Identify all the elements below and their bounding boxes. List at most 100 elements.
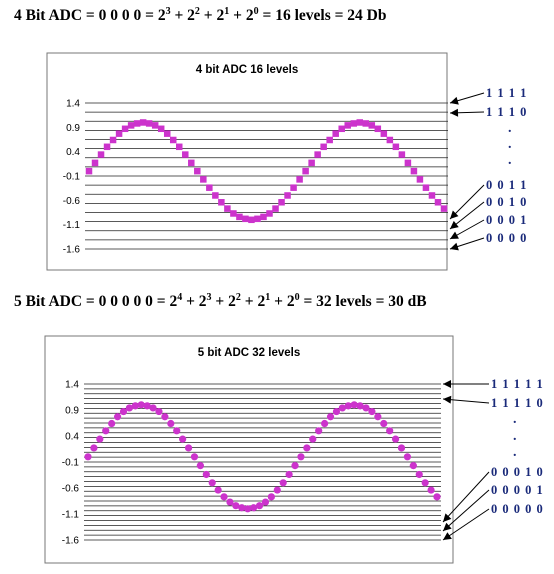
ellipsis-dot: . <box>513 412 517 427</box>
chart-2: 5 bit ADC 32 levels 1.4 0.9 0.4 -0.1 -0.6 -1.1… <box>44 335 544 564</box>
data-point <box>194 167 201 175</box>
heading-4bit-exponent: 3 <box>165 6 171 17</box>
data-point <box>433 493 441 501</box>
data-point <box>332 130 339 137</box>
heading-5bit-exponent: 0 <box>294 292 300 303</box>
data-point <box>242 215 249 223</box>
arrow-line <box>442 489 490 532</box>
data-point <box>391 435 400 443</box>
arrow-head <box>450 210 459 219</box>
data-point <box>108 419 116 428</box>
data-point <box>427 486 435 494</box>
data-point <box>416 176 424 183</box>
data-point <box>344 402 352 410</box>
data-point <box>386 427 394 435</box>
data-point <box>356 402 364 410</box>
y-tick-label: -0.1 <box>63 172 81 183</box>
data-point <box>278 199 285 206</box>
data-point <box>208 479 216 487</box>
binary-code-label: 1 1 1 0 <box>486 105 527 119</box>
data-point <box>119 407 128 416</box>
data-point <box>409 462 417 470</box>
data-point <box>176 143 183 151</box>
data-point <box>163 130 171 137</box>
data-point <box>182 151 189 158</box>
arrow-line <box>442 508 490 541</box>
arrow-head <box>450 220 459 229</box>
data-point <box>315 427 323 435</box>
heading-5bit-term: + 2 <box>240 293 266 311</box>
data-point <box>248 216 255 224</box>
data-point <box>302 167 309 175</box>
data-point <box>131 402 139 410</box>
data-point <box>196 462 204 470</box>
data-point <box>200 176 207 183</box>
data-point <box>272 205 279 212</box>
data-point <box>415 470 423 479</box>
data-point <box>314 151 321 158</box>
chart-1: 4 bit ADC 16 levels 1.4 0.9 0.4 -0.1 -0.6 -1.1… <box>46 52 527 271</box>
binary-code-label: 0 0 1 1 <box>486 178 527 192</box>
data-point <box>218 199 225 206</box>
heading-5bit-exponent: 1 <box>265 292 271 303</box>
data-point <box>244 505 252 513</box>
arrow-head <box>443 513 452 522</box>
binary-code-label: 0 0 0 1 0 <box>491 465 544 479</box>
data-point <box>273 486 281 494</box>
data-point <box>321 419 329 428</box>
data-point <box>206 184 213 191</box>
data-point <box>320 143 327 151</box>
data-point <box>149 404 157 412</box>
data-point <box>404 159 412 167</box>
data-point <box>133 120 141 127</box>
data-point <box>226 498 234 506</box>
data-point <box>338 404 346 412</box>
data-point <box>250 504 258 512</box>
data-point <box>230 210 237 217</box>
data-point <box>109 136 117 144</box>
data-point <box>85 167 93 175</box>
arrow-head <box>443 522 452 531</box>
data-point <box>127 122 135 129</box>
arrow-head <box>443 395 452 404</box>
binary-code-label: 1 1 1 1 <box>486 86 527 100</box>
arrow-head <box>443 532 452 540</box>
data-point <box>291 462 299 470</box>
data-point <box>350 401 358 409</box>
data-point <box>326 136 333 144</box>
heading-4bit-term: + 2 <box>229 7 254 25</box>
data-point <box>434 199 442 206</box>
binary-code-label: 0 0 1 0 <box>486 195 527 209</box>
heading-5bit-exponent: 2 <box>235 292 241 303</box>
data-point <box>157 125 165 133</box>
data-point <box>145 120 153 127</box>
data-point <box>284 192 291 199</box>
data-point <box>161 413 169 421</box>
data-point <box>102 427 110 435</box>
heading-4bit-term: + 2 <box>199 7 225 25</box>
y-tick-label: -0.6 <box>62 484 80 495</box>
chart-title: 5 bit ADC 32 levels <box>198 347 300 359</box>
data-point <box>125 404 134 412</box>
data-point <box>421 479 429 487</box>
data-point <box>296 176 303 183</box>
data-point <box>309 435 317 443</box>
ellipsis-dot: . <box>508 153 512 168</box>
data-point <box>184 444 193 452</box>
data-point <box>232 502 240 510</box>
data-point <box>356 119 364 126</box>
data-point <box>410 167 418 175</box>
data-point <box>254 215 261 223</box>
data-point <box>297 453 305 461</box>
y-tick-label: 0.4 <box>65 432 79 443</box>
arrow-line <box>449 184 485 220</box>
y-tick-label: -1.6 <box>62 536 80 547</box>
data-point <box>90 444 98 452</box>
binary-code-label: 0 0 0 0 0 <box>491 502 544 516</box>
data-point <box>344 122 351 129</box>
data-point <box>338 125 345 133</box>
heading-5bit-term: + 2 <box>211 293 236 311</box>
data-point <box>260 213 267 221</box>
heading-5bit-term: = 32 levels = 30 dB <box>299 293 427 311</box>
data-point <box>137 401 145 409</box>
